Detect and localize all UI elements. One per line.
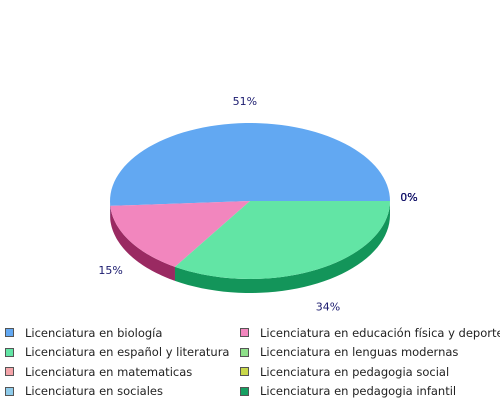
legend-label: Licenciatura en biología (25, 326, 162, 340)
pie-label-licenciatura-en-pedagogia-infantil: 0% (400, 191, 417, 204)
legend-label: Licenciatura en español y literatura (25, 345, 229, 359)
legend-item-licenciatura-en-espanol-y-literatura: Licenciatura en español y literatura (5, 343, 229, 362)
pie-label-licenciatura-en-biologia: 51% (233, 95, 257, 108)
legend-swatch (240, 348, 249, 357)
legend-swatch (5, 348, 14, 357)
legend-label: Licenciatura en educación física y depor… (260, 326, 500, 340)
legend-item-licenciatura-en-pedagogia-social: Licenciatura en pedagogia social (240, 362, 449, 381)
pie-chart: 51%15%34%0%0%0%0%0% (0, 0, 500, 320)
legend-swatch (240, 367, 249, 376)
legend-item-licenciatura-en-biologia: Licenciatura en biología (5, 323, 162, 342)
legend-label: Licenciatura en sociales (25, 384, 163, 398)
legend-label: Licenciatura en pedagogia infantil (260, 384, 456, 398)
legend-swatch (5, 387, 14, 396)
legend-item-licenciatura-en-sociales: Licenciatura en sociales (5, 382, 163, 401)
legend-item-licenciatura-en-pedagogia-infantil: Licenciatura en pedagogia infantil (240, 382, 456, 401)
legend-swatch (5, 367, 14, 376)
pie-slice-licenciatura-en-biologia (110, 123, 390, 206)
legend-item-licenciatura-en-lenguas-modernas: Licenciatura en lenguas modernas (240, 343, 458, 362)
pie-label-licenciatura-en-educacion-fisica-y-deporte: 15% (98, 264, 122, 277)
legend-item-licenciatura-en-educacion-fisica-y-deporte: Licenciatura en educación física y depor… (240, 323, 500, 342)
legend-label: Licenciatura en lenguas modernas (260, 345, 458, 359)
pie-label-licenciatura-en-espanol-y-literatura: 34% (316, 301, 340, 314)
legend-swatch (240, 387, 249, 396)
legend-swatch (5, 328, 14, 337)
legend: Licenciatura en biología Licenciatura en … (0, 323, 500, 400)
legend-label: Licenciatura en matematicas (25, 365, 192, 379)
legend-swatch (240, 328, 249, 337)
legend-item-licenciatura-en-matematicas: Licenciatura en matematicas (5, 362, 192, 381)
pie-slices (110, 123, 390, 279)
legend-label: Licenciatura en pedagogia social (260, 365, 449, 379)
